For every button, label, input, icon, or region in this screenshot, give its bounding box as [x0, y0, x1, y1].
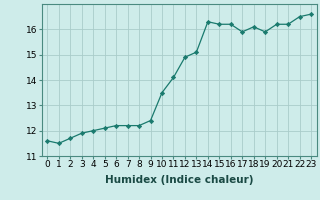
- X-axis label: Humidex (Indice chaleur): Humidex (Indice chaleur): [105, 175, 253, 185]
